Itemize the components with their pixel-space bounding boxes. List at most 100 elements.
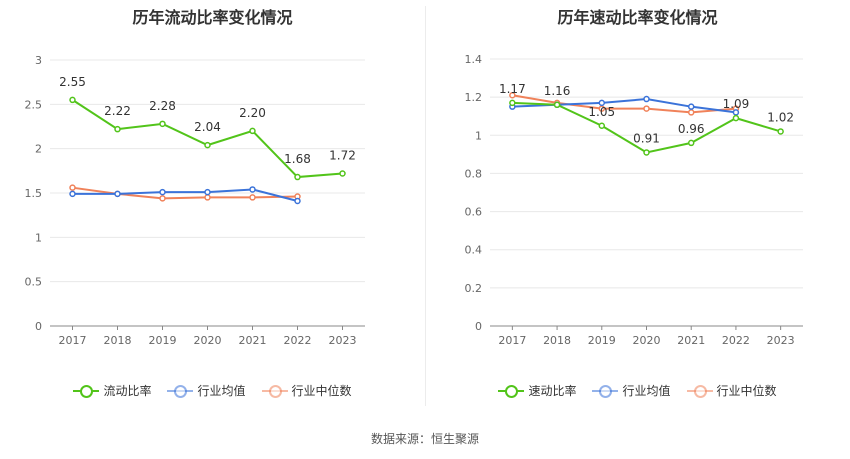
data-label: 0.96: [678, 122, 705, 136]
chart-legend: 流动比率 行业均值 行业中位数: [0, 382, 425, 399]
data-point: [732, 114, 740, 122]
data-point: [114, 125, 121, 133]
data-point: [69, 184, 76, 191]
legend-swatch: [261, 384, 288, 398]
data-point: [598, 122, 606, 129]
data-label: 1.05: [588, 105, 615, 119]
quick-ratio-plot: 0 0.2 0.4 0.6 0.8 1 1.2 1.4 2017 2018 2019 2020 2021…: [465, 53, 803, 347]
data-label: 2.04: [194, 120, 221, 134]
x-tick-label: 2022: [284, 334, 312, 347]
chart-title: 历年流动比率变化情况: [132, 8, 293, 27]
panel-divider: [425, 6, 426, 406]
x-tick-label: 2023: [329, 334, 357, 347]
data-point: [204, 194, 211, 201]
x-tick-label: 2020: [633, 334, 661, 347]
data-point: [204, 141, 211, 149]
data-point: [687, 103, 695, 110]
y-tick-label: 1: [35, 231, 42, 244]
legend-item-0[interactable]: 速动比率: [498, 382, 576, 399]
data-point: [69, 190, 76, 198]
y-tick-label: 0.8: [465, 167, 483, 180]
data-label: 1.16: [544, 84, 571, 98]
data-label: 1.68: [284, 152, 311, 166]
y-tick-label: 2.5: [25, 98, 43, 111]
data-point: [204, 188, 211, 196]
current-ratio-plot: 0 0.5 1 1.5 2 2.5 3 2017 2018 2019 2020 2021 2022 202…: [25, 54, 365, 347]
data-point: [159, 120, 166, 128]
x-tick-label: 2018: [543, 334, 571, 347]
data-point: [294, 173, 301, 181]
legend-label: 流动比率: [103, 384, 152, 398]
legend-label: 行业中位数: [716, 384, 777, 398]
series-line-2: [512, 94, 737, 114]
data-point: [777, 128, 784, 135]
data-point: [509, 99, 516, 107]
y-tick-label: 2: [35, 143, 42, 156]
x-tick-label: 2018: [104, 334, 132, 347]
quick-ratio-chart: 历年速动比率变化情况 0 0.2 0.4 0.6 0.8 1 1.2 1.4 2017 2018 2…: [425, 0, 850, 420]
x-tick-label: 2019: [588, 334, 616, 347]
legend-item-1[interactable]: 行业均值: [592, 382, 671, 399]
y-tick-label: 0.4: [465, 244, 483, 257]
data-label: 1.72: [329, 148, 356, 162]
data-point: [687, 139, 695, 147]
data-label: 1.09: [723, 97, 750, 111]
chart-title: 历年速动比率变化情况: [557, 8, 718, 27]
data-point: [598, 99, 606, 107]
legend-swatch: [592, 384, 619, 398]
chart-legend: 速动比率 行业均值 行业中位数: [425, 382, 850, 399]
data-point: [643, 95, 650, 103]
data-label: 2.28: [149, 99, 176, 113]
data-point: [249, 127, 256, 135]
y-tick-label: 1.5: [25, 187, 43, 200]
x-tick-label: 2021: [239, 334, 267, 347]
x-tick-label: 2020: [194, 334, 222, 347]
legend-label: 行业均值: [622, 384, 671, 398]
legend-label: 行业均值: [197, 384, 246, 398]
data-label: 2.22: [104, 104, 131, 118]
data-label: 1.02: [767, 110, 794, 124]
data-point: [69, 96, 76, 104]
data-point: [294, 197, 301, 205]
legend-item-2[interactable]: 行业中位数: [686, 382, 777, 399]
data-point: [687, 109, 695, 116]
x-tick-label: 2019: [149, 334, 177, 347]
legend-item-0[interactable]: 流动比率: [73, 382, 151, 399]
y-tick-label: 0.6: [465, 206, 483, 219]
data-source-note: 数据来源：恒生聚源: [370, 432, 479, 446]
data-point: [114, 190, 121, 198]
legend-label: 行业中位数: [291, 384, 352, 398]
legend-swatch: [498, 384, 525, 398]
x-tick-label: 2022: [722, 334, 750, 347]
y-tick-label: 1.4: [465, 53, 483, 66]
data-label: 2.20: [239, 106, 266, 120]
x-tick-label: 2021: [677, 334, 705, 347]
series-line-2: [72, 186, 298, 200]
y-tick-label: 3: [35, 54, 42, 67]
data-point: [249, 186, 256, 193]
data-label: 1.17: [499, 82, 526, 96]
data-point: [509, 91, 516, 99]
legend-swatch: [73, 384, 100, 398]
data-point: [249, 194, 256, 201]
series-line-1: [72, 188, 298, 202]
y-tick-label: 0.5: [25, 276, 43, 289]
legend-item-2[interactable]: 行业中位数: [261, 382, 352, 399]
y-tick-label: 0: [35, 320, 42, 333]
y-tick-label: 0: [475, 320, 482, 333]
legend-item-1[interactable]: 行业均值: [167, 382, 246, 399]
y-tick-label: 1: [475, 129, 482, 142]
y-tick-label: 1.2: [465, 91, 483, 104]
data-point: [159, 195, 166, 202]
legend-swatch: [686, 384, 713, 398]
x-tick-label: 2017: [59, 334, 87, 347]
y-tick-label: 0.2: [465, 282, 483, 295]
data-point: [643, 105, 650, 112]
legend-label: 速动比率: [528, 384, 577, 398]
data-point: [553, 101, 561, 109]
x-tick-label: 2017: [498, 334, 526, 347]
current-ratio-chart: 历年流动比率变化情况 0 0.5 1 1.5 2 2.5 3 2017 2018 2019 2020…: [0, 0, 425, 420]
legend-swatch: [167, 384, 194, 398]
x-tick-label: 2023: [767, 334, 795, 347]
data-label: 0.91: [633, 131, 660, 145]
